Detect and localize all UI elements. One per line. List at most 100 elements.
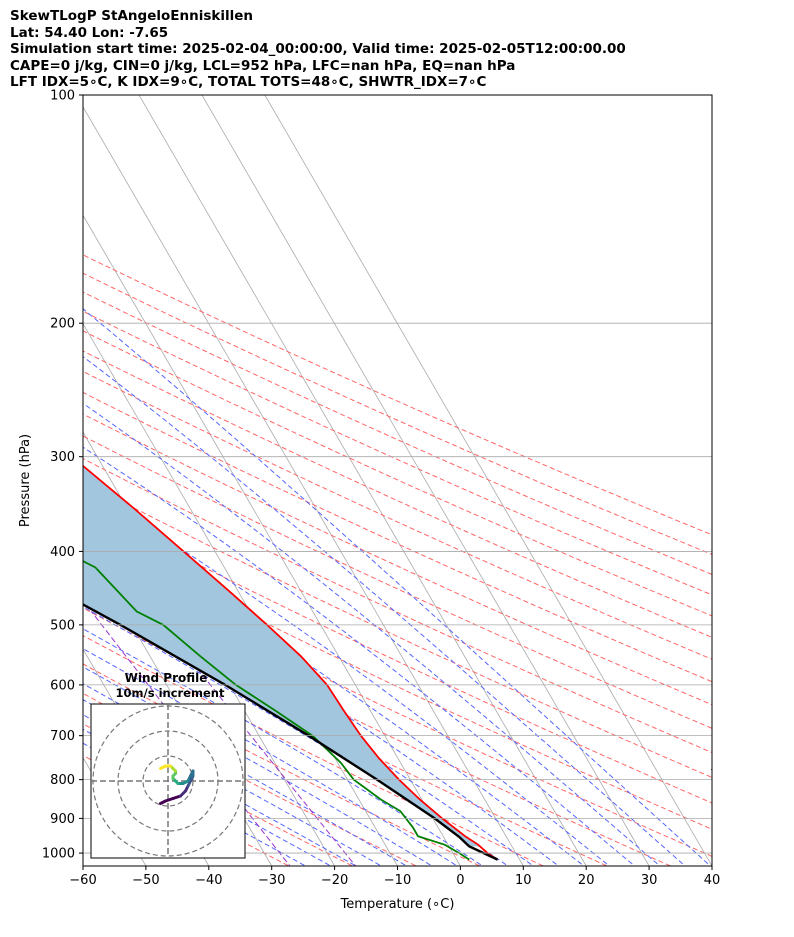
- wind-barb: [711, 758, 722, 800]
- wind-barb-flag: [738, 248, 741, 257]
- wind-barb-shaft: [711, 779, 712, 782]
- wind-barb-flag: [730, 878, 735, 886]
- wind-barb-flag: [724, 825, 727, 829]
- wind-barb-flag: [726, 475, 730, 483]
- wind-barb-shaft: [711, 323, 712, 324]
- wind-barb-flag: [730, 861, 735, 869]
- x-tick-label: −10: [384, 873, 411, 888]
- wind-barb-flag: [730, 295, 733, 304]
- wind-barb-flag: [724, 681, 730, 689]
- wind-barb-flag: [730, 572, 734, 581]
- mixing-ratio-line: [90, 611, 291, 866]
- wind-barb-flag: [727, 647, 732, 655]
- wind-barb-flag: [727, 842, 730, 846]
- wind-barb-shaft: [711, 396, 712, 398]
- wind-barb-shaft: [711, 624, 712, 626]
- wind-barb-flag: [726, 567, 728, 572]
- wind-barb-flag: [742, 188, 744, 197]
- dry-adiabat: [83, 435, 712, 729]
- moist-adiabat: [83, 356, 686, 866]
- x-tick-label: −60: [69, 873, 96, 888]
- wind-barb-flag: [721, 678, 727, 686]
- wind-barb-flag: [721, 288, 723, 293]
- wind-barb-flag: [738, 347, 741, 356]
- moist-adiabat: [83, 486, 611, 866]
- isotherm-line: [83, 865, 84, 866]
- wind-barb-flag: [723, 472, 727, 480]
- dry-adiabat: [83, 350, 712, 638]
- wind-barb-flag: [736, 422, 740, 431]
- moist-adiabat: [83, 666, 433, 866]
- wind-barb: [711, 656, 730, 689]
- wind-barb: [711, 279, 739, 308]
- wind-barb-flag: [711, 773, 712, 774]
- y-tick-label: 800: [50, 773, 75, 788]
- wind-barb-flag: [728, 612, 733, 620]
- dry-adiabat: [83, 413, 712, 706]
- time-line: Simulation start time: 2025-02-04_00:00:…: [10, 41, 626, 57]
- wind-barb-shaft: [711, 656, 712, 658]
- wind-barb-flag: [726, 832, 732, 839]
- wind-barb-flag: [715, 748, 723, 753]
- wind-barb-flag: [714, 744, 722, 749]
- wind-barb: [711, 624, 732, 655]
- wind-barb-flag: [733, 531, 737, 540]
- y-tick-label: 600: [50, 678, 75, 693]
- wind-barb-flag: [725, 718, 731, 725]
- wind-barb-flag: [723, 334, 726, 343]
- wind-barb-shaft: [711, 168, 712, 170]
- wind-barb-flag: [713, 773, 721, 778]
- wind-barb-flag: [726, 103, 728, 112]
- hodograph-segment: [159, 764, 167, 770]
- y-tick-label: 900: [50, 812, 75, 827]
- wind-barb-flag: [724, 239, 727, 248]
- x-tick-label: −20: [321, 873, 348, 888]
- wind-barb-flag: [729, 339, 732, 348]
- wind-barb-shaft: [711, 507, 712, 509]
- y-tick-label: 300: [50, 450, 75, 465]
- wind-barb-shaft: [711, 279, 712, 280]
- y-tick-label: 200: [50, 317, 75, 332]
- wind-barb-flag: [725, 609, 730, 617]
- wind-barb-shaft: [711, 456, 712, 458]
- wind-barb-flag: [733, 420, 737, 429]
- wind-barb-shaft: [711, 228, 712, 230]
- y-axis-label: Pressure (hPa): [18, 434, 33, 527]
- wind-barb-shaft: [711, 711, 712, 714]
- wind-barb-flag: [721, 711, 727, 718]
- x-axis-label: Temperature (∘C): [340, 897, 455, 912]
- wind-barb-flag: [730, 528, 734, 537]
- wind-barb-flag: [724, 523, 728, 532]
- wind-barb: [711, 507, 737, 540]
- wind-barb-flag: [714, 795, 722, 800]
- wind-barb-flag: [733, 864, 738, 872]
- wind-barb-flag: [729, 858, 732, 862]
- wind-barb-flag: [727, 414, 731, 423]
- wind-barb-flag: [717, 815, 724, 821]
- location-line: Lat: 54.40 Lon: -7.65: [10, 24, 169, 41]
- moist-adiabat: [83, 606, 509, 866]
- dry-adiabat: [83, 529, 712, 830]
- wind-barb-flag: [733, 575, 737, 584]
- wind-barb-flag: [732, 342, 735, 351]
- hodograph-subtitle: 10m/s increment: [116, 686, 225, 700]
- wind-barb-flag: [723, 714, 729, 721]
- dry-adiabat: [83, 310, 712, 596]
- wind-barb-shaft: [711, 735, 712, 739]
- wind-barb-flag: [722, 236, 724, 241]
- wind-barb-flag: [729, 875, 732, 879]
- wind-barb-flag: [724, 829, 730, 836]
- wind-barb-flag: [727, 292, 730, 301]
- wind-barb-flag: [736, 299, 739, 308]
- dry-adiabat: [83, 291, 712, 575]
- wind-barb-flag: [737, 109, 739, 118]
- wind-barb-flag: [733, 107, 735, 116]
- wind-barb: [711, 95, 739, 118]
- parcel-line: [83, 603, 499, 861]
- y-tick-label: 400: [50, 545, 75, 560]
- x-tick-label: 30: [641, 873, 658, 888]
- wind-barb-flag: [726, 337, 729, 346]
- dry-adiabat: [83, 692, 418, 866]
- wind-barb: [711, 551, 737, 584]
- wind-barb-flag: [718, 808, 722, 811]
